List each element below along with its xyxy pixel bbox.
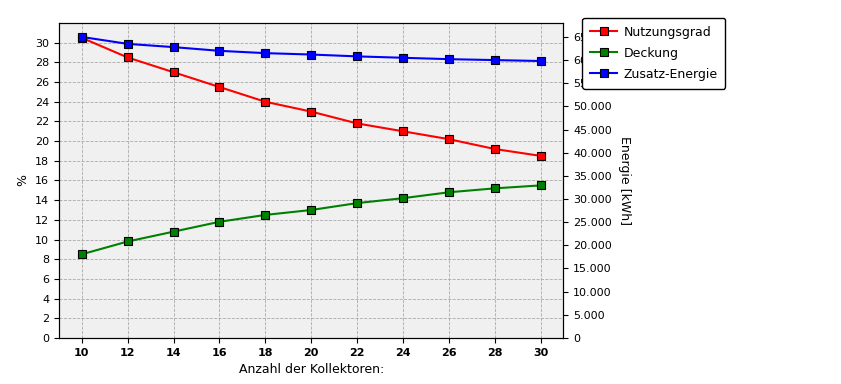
Zusatz-Energie <box>260 51 270 55</box>
Deckung <box>489 186 500 191</box>
Nutzungsgrad <box>260 99 270 104</box>
Line: Deckung: Deckung <box>77 181 545 258</box>
Deckung <box>77 252 87 257</box>
Deckung <box>444 190 454 195</box>
Deckung <box>536 183 546 188</box>
Nutzungsgrad <box>398 129 408 134</box>
Zusatz-Energie <box>77 35 87 39</box>
Zusatz-Energie <box>352 54 362 59</box>
Nutzungsgrad <box>352 121 362 126</box>
Deckung <box>398 196 408 200</box>
Deckung <box>352 201 362 205</box>
Deckung <box>214 220 225 224</box>
Deckung <box>168 229 178 234</box>
Y-axis label: %: % <box>16 174 29 187</box>
Zusatz-Energie <box>168 45 178 50</box>
Nutzungsgrad <box>306 109 316 114</box>
Line: Zusatz-Energie: Zusatz-Energie <box>77 33 545 65</box>
X-axis label: Anzahl der Kollektoren:: Anzahl der Kollektoren: <box>239 363 383 376</box>
Nutzungsgrad <box>77 35 87 40</box>
Nutzungsgrad <box>444 137 454 141</box>
Nutzungsgrad <box>536 154 546 158</box>
Zusatz-Energie <box>306 52 316 57</box>
Nutzungsgrad <box>214 85 225 89</box>
Zusatz-Energie <box>536 59 546 63</box>
Deckung <box>260 213 270 217</box>
Zusatz-Energie <box>444 57 454 61</box>
Zusatz-Energie <box>123 41 133 46</box>
Zusatz-Energie <box>214 48 225 53</box>
Legend: Nutzungsgrad, Deckung, Zusatz-Energie: Nutzungsgrad, Deckung, Zusatz-Energie <box>582 18 725 89</box>
Zusatz-Energie <box>489 58 500 62</box>
Zusatz-Energie <box>398 55 408 60</box>
Deckung <box>306 208 316 212</box>
Nutzungsgrad <box>489 147 500 151</box>
Y-axis label: Energie [kWh]: Energie [kWh] <box>618 136 632 225</box>
Deckung <box>123 239 133 244</box>
Nutzungsgrad <box>168 70 178 74</box>
Line: Nutzungsgrad: Nutzungsgrad <box>77 34 545 160</box>
Nutzungsgrad <box>123 55 133 60</box>
